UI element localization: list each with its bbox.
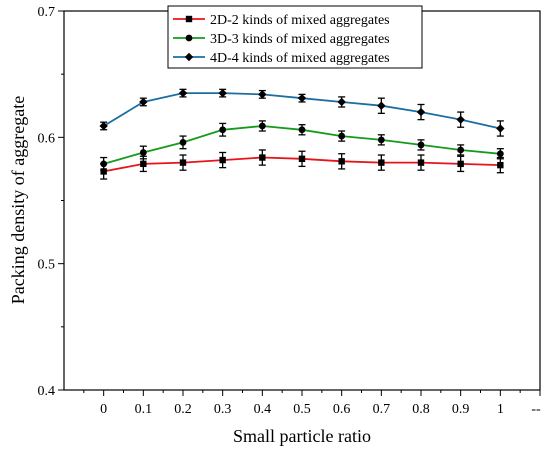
data-point xyxy=(417,141,425,149)
x-tick-label: 0.1 xyxy=(135,402,153,417)
data-point xyxy=(99,121,108,131)
series-layer xyxy=(99,88,505,180)
data-point xyxy=(338,158,345,165)
series-2 xyxy=(100,120,504,171)
data-point xyxy=(338,132,346,140)
series-3 xyxy=(99,88,505,137)
x-tick-label: -- xyxy=(531,402,541,417)
legend-item: 3D-3 kinds of mixed aggregates xyxy=(173,32,390,47)
data-point xyxy=(298,126,306,134)
data-point xyxy=(258,90,267,99)
data-point xyxy=(297,93,307,103)
series-1 xyxy=(100,149,504,180)
data-point xyxy=(496,150,504,158)
legend-item: 2D-2 kinds of mixed aggregates xyxy=(173,13,390,28)
y-tick-label: 0.5 xyxy=(38,258,56,273)
data-point xyxy=(218,88,227,98)
legend-marker xyxy=(185,34,193,42)
legend-label: 2D-2 kinds of mixed aggregates xyxy=(210,13,390,28)
data-point xyxy=(417,159,425,166)
legend-box xyxy=(167,5,423,69)
data-point xyxy=(298,155,306,163)
data-point xyxy=(178,88,188,98)
legend-marker xyxy=(185,15,193,23)
data-point xyxy=(258,122,266,130)
y-tick-label: 0.7 xyxy=(38,5,56,20)
data-point xyxy=(457,160,464,168)
x-tick-label: 0.4 xyxy=(254,402,272,417)
data-point xyxy=(140,160,147,168)
x-axis: 0 0.1 0.2 0.3 0.4 0.5 0.6 0.7 0.8 0.9 1 -- xyxy=(83,390,541,417)
data-point xyxy=(377,136,385,144)
x-tick-label: 0.9 xyxy=(452,402,470,417)
y-tick-label: 0.6 xyxy=(38,131,56,146)
data-point xyxy=(219,126,227,134)
legend-item: 4D-4 kinds of mixed aggregates xyxy=(173,51,390,66)
data-point xyxy=(179,138,187,146)
data-point xyxy=(179,159,187,166)
x-tick-label: 0.5 xyxy=(293,402,311,417)
legend: 2D-2 kinds of mixed aggregates 3D-3 kinds… xyxy=(167,5,423,69)
y-axis: 0.4 0.5 0.6 0.7 xyxy=(38,5,64,399)
data-point xyxy=(139,149,147,156)
data-point xyxy=(337,97,346,107)
data-point xyxy=(496,124,505,133)
x-tick-label: 0.2 xyxy=(174,402,192,417)
data-point xyxy=(100,168,107,175)
data-point xyxy=(259,154,266,161)
x-tick-label: 1 xyxy=(497,402,504,417)
data-point xyxy=(100,160,108,168)
y-tick-label: 0.4 xyxy=(38,384,56,399)
data-point xyxy=(497,161,504,169)
x-tick-label: 0.7 xyxy=(373,402,391,417)
x-tick-label: 0.8 xyxy=(412,402,430,417)
data-point xyxy=(377,101,386,110)
legend-label: 4D-4 kinds of mixed aggregates xyxy=(210,51,390,66)
data-point xyxy=(139,97,148,107)
x-tick-label: 0.3 xyxy=(214,402,232,417)
x-tick-label: 0 xyxy=(100,402,107,417)
data-point xyxy=(457,146,465,154)
x-tick-label: 0.6 xyxy=(333,402,351,417)
data-point xyxy=(456,115,465,124)
legend-label: 3D-3 kinds of mixed aggregates xyxy=(210,32,390,47)
data-point xyxy=(219,156,226,164)
legend-marker xyxy=(184,52,194,62)
y-axis-label: Packing density of aggregate xyxy=(8,96,28,304)
data-point xyxy=(416,107,426,117)
data-point xyxy=(378,159,385,166)
x-axis-label: Small particle ratio xyxy=(233,426,371,446)
